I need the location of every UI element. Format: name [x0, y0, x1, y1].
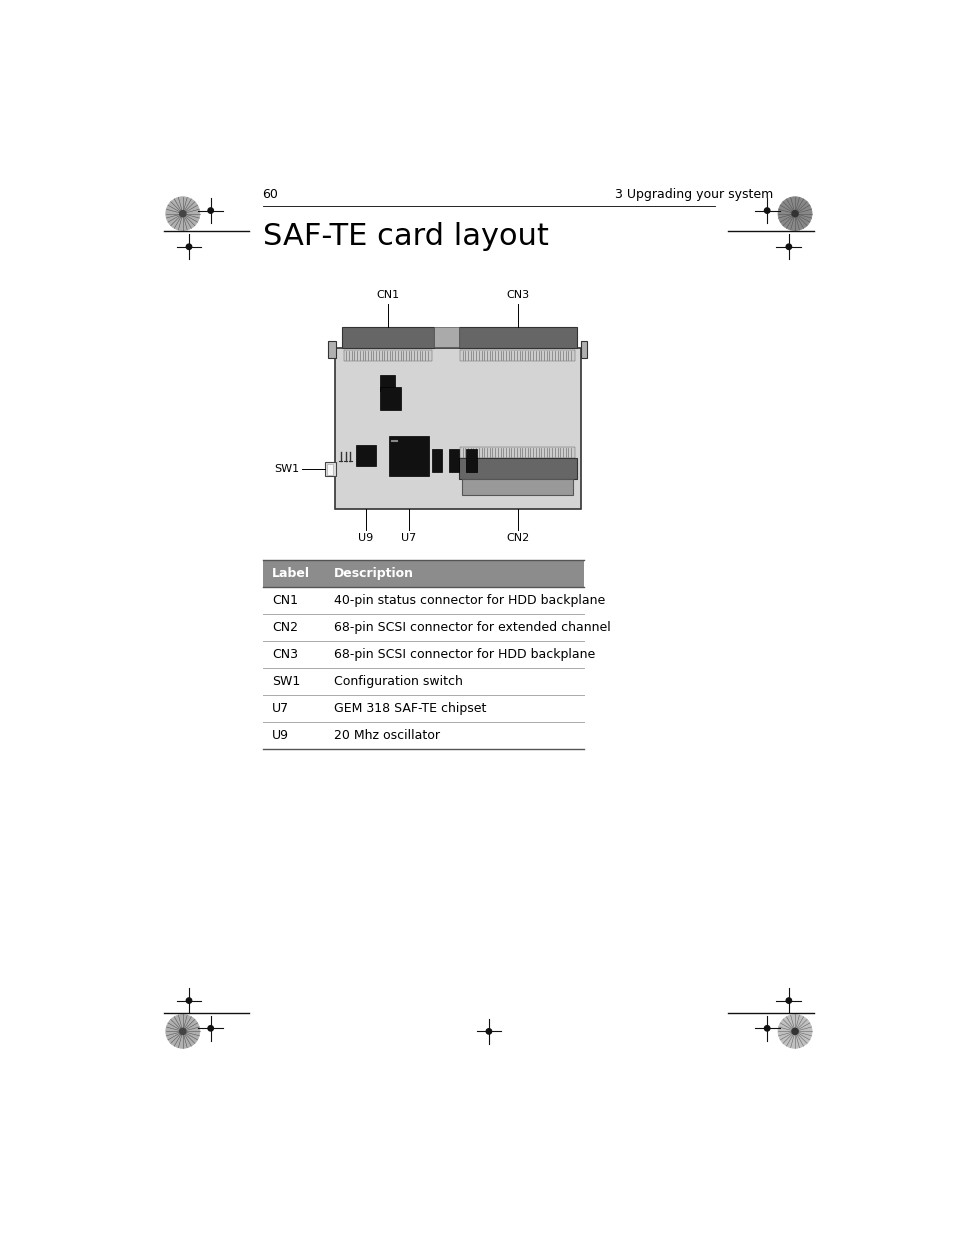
Circle shape: [179, 1029, 186, 1035]
Bar: [325, 462, 335, 477]
Text: U7: U7: [272, 701, 289, 715]
Text: 3 Upgrading your system: 3 Upgrading your system: [615, 188, 773, 201]
Circle shape: [208, 207, 213, 214]
Circle shape: [781, 993, 796, 1008]
Text: 68-pin SCSI connector for extended channel: 68-pin SCSI connector for extended chann…: [334, 621, 610, 634]
Circle shape: [166, 1014, 199, 1049]
Bar: [458, 458, 576, 479]
Circle shape: [759, 203, 774, 219]
Text: SAF-TE card layout: SAF-TE card layout: [262, 222, 548, 251]
Bar: [379, 387, 401, 410]
Circle shape: [480, 1024, 497, 1039]
Circle shape: [203, 203, 218, 219]
Text: U9: U9: [272, 729, 289, 742]
Text: U9: U9: [358, 534, 374, 543]
Text: SW1: SW1: [272, 674, 300, 688]
Text: 20 Mhz oscillator: 20 Mhz oscillator: [334, 729, 439, 742]
Circle shape: [778, 196, 811, 231]
Circle shape: [181, 240, 196, 254]
Circle shape: [763, 207, 769, 214]
Circle shape: [166, 196, 199, 231]
Bar: [379, 375, 395, 390]
Text: SW1: SW1: [274, 464, 298, 474]
Circle shape: [179, 211, 186, 216]
Circle shape: [203, 1020, 218, 1036]
Text: CN1: CN1: [376, 290, 399, 300]
Bar: [262, 561, 583, 587]
Bar: [335, 348, 580, 509]
Bar: [459, 350, 575, 361]
Text: CN3: CN3: [272, 648, 297, 661]
Text: U7: U7: [401, 534, 416, 543]
Circle shape: [181, 993, 196, 1008]
Bar: [327, 464, 333, 474]
Circle shape: [186, 245, 192, 249]
Circle shape: [486, 1029, 491, 1034]
Bar: [458, 327, 576, 348]
Bar: [328, 341, 335, 358]
Text: Label: Label: [272, 567, 310, 580]
Text: CN3: CN3: [505, 290, 529, 300]
Text: CN2: CN2: [505, 534, 529, 543]
Bar: [389, 436, 429, 477]
Text: Configuration switch: Configuration switch: [334, 674, 462, 688]
Text: Description: Description: [334, 567, 414, 580]
Bar: [431, 448, 442, 472]
Circle shape: [778, 1014, 811, 1049]
Text: 60: 60: [262, 188, 278, 201]
Bar: [356, 445, 375, 466]
Bar: [580, 341, 587, 358]
Circle shape: [208, 1025, 213, 1031]
Circle shape: [785, 998, 791, 1003]
Circle shape: [186, 998, 192, 1003]
Bar: [459, 447, 575, 458]
Text: GEM 318 SAF-TE chipset: GEM 318 SAF-TE chipset: [334, 701, 486, 715]
Text: 68-pin SCSI connector for HDD backplane: 68-pin SCSI connector for HDD backplane: [334, 648, 595, 661]
Bar: [342, 327, 434, 348]
Circle shape: [759, 1020, 774, 1036]
Bar: [448, 448, 459, 472]
Bar: [344, 350, 432, 361]
Circle shape: [785, 245, 791, 249]
Bar: [434, 327, 458, 347]
Bar: [465, 448, 476, 472]
Text: CN1: CN1: [272, 594, 297, 608]
Text: CN2: CN2: [272, 621, 297, 634]
Circle shape: [791, 211, 798, 216]
Bar: [461, 479, 573, 495]
Circle shape: [791, 1029, 798, 1035]
Circle shape: [781, 240, 796, 254]
Circle shape: [763, 1025, 769, 1031]
Text: 40-pin status connector for HDD backplane: 40-pin status connector for HDD backplan…: [334, 594, 604, 608]
